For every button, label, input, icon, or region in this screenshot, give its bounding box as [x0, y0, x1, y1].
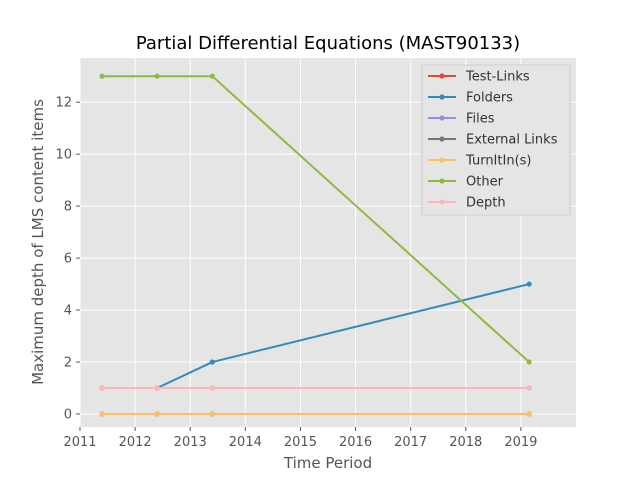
legend-item: Depth	[428, 196, 506, 211]
series-other	[99, 73, 532, 365]
legend-item: External Links	[428, 133, 558, 148]
legend-marker	[439, 73, 445, 79]
data-point	[154, 73, 160, 79]
data-point	[526, 411, 532, 417]
data-point	[99, 411, 105, 417]
y-axis-label: Maximum depth of LMS content items	[29, 99, 47, 385]
x-tick-label: 2012	[119, 435, 152, 450]
legend-item: Test-Links	[428, 70, 530, 85]
x-tick-label: 2019	[504, 435, 537, 450]
data-point	[209, 73, 215, 79]
y-tick-label: 0	[64, 408, 72, 423]
data-point	[526, 385, 532, 391]
data-point	[154, 411, 160, 417]
series-turnitin-s	[99, 411, 532, 417]
y-axis: 0 2 4 6 8 10 12	[55, 96, 80, 423]
y-tick-label: 10	[55, 148, 72, 163]
x-tick-label: 2018	[449, 435, 482, 450]
y-tick-label: 4	[64, 304, 72, 319]
legend-label: Other	[466, 175, 504, 190]
y-tick-label: 2	[64, 356, 72, 371]
data-point	[154, 385, 160, 391]
data-point	[526, 359, 532, 365]
y-tick-label: 6	[64, 252, 72, 267]
data-point	[209, 411, 215, 417]
legend-label: External Links	[466, 133, 558, 148]
series-depth	[99, 385, 532, 391]
legend-marker	[439, 115, 445, 121]
data-point	[99, 385, 105, 391]
legend-item: Folders	[428, 91, 513, 106]
legend-marker	[439, 157, 445, 163]
legend-marker	[439, 199, 445, 205]
series-layer	[99, 73, 532, 417]
x-tick-label: 2013	[174, 435, 207, 450]
data-point	[99, 73, 105, 79]
legend-item: Files	[428, 112, 495, 127]
legend-item: Other	[428, 175, 504, 190]
legend-label: Folders	[466, 91, 513, 106]
y-tick-label: 12	[55, 96, 72, 111]
x-tick-label: 2017	[394, 435, 427, 450]
data-point	[209, 359, 215, 365]
series-line	[102, 75, 530, 363]
x-tick-label: 2011	[63, 435, 96, 450]
data-point	[209, 385, 215, 391]
legend-box	[421, 64, 571, 216]
legend-item: TurnItIn(s)	[428, 154, 531, 169]
x-tick-label: 2014	[229, 435, 262, 450]
y-tick-label: 8	[64, 200, 72, 215]
x-axis: 2011 2012 2013 2014 2015 2016 2017 2018 2019	[63, 427, 537, 450]
legend-label: Depth	[466, 196, 506, 211]
legend-marker	[439, 136, 445, 142]
x-axis-label: Time Period	[283, 454, 372, 472]
chart-title: Partial Differential Equations (MAST9013…	[136, 33, 520, 54]
data-point	[526, 281, 532, 287]
x-tick-label: 2015	[284, 435, 317, 450]
legend-label: Files	[466, 112, 495, 127]
legend-label: Test-Links	[465, 70, 530, 85]
legend-marker	[439, 178, 445, 184]
legend-marker	[439, 94, 445, 100]
x-tick-label: 2016	[339, 435, 372, 450]
legend-label: TurnItIn(s)	[465, 154, 531, 169]
legend: Test-Links Folders Files External Links Turn…	[421, 64, 571, 216]
